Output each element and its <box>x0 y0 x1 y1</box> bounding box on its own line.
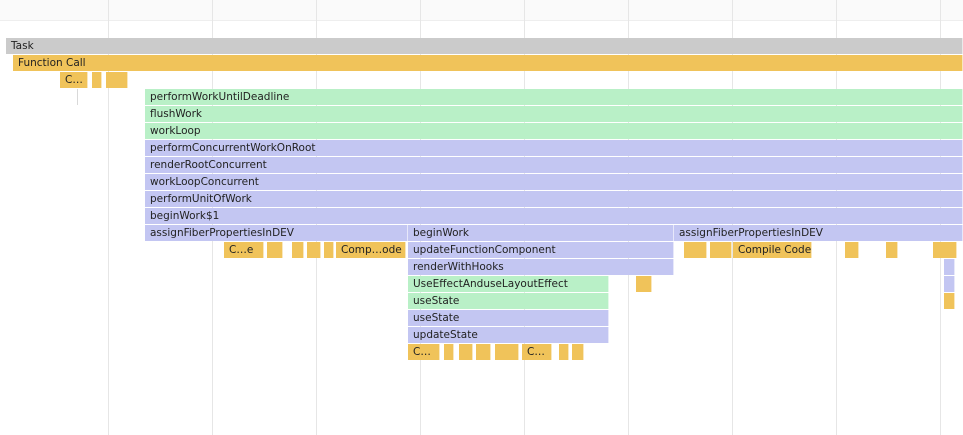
flame-entry-assignfiberpropertiesindev[interactable]: assignFiberPropertiesInDEV <box>674 225 963 241</box>
flame-entry[interactable] <box>845 242 859 258</box>
flame-entry-performunitofwork[interactable]: performUnitOfWork <box>145 191 963 207</box>
flame-entry[interactable] <box>495 344 519 360</box>
flame-entry-c-e[interactable]: C…e <box>224 242 264 258</box>
flame-entry[interactable] <box>636 276 652 292</box>
flame-entry-workloopconcurrent[interactable]: workLoopConcurrent <box>145 174 963 190</box>
flame-entry[interactable] <box>944 293 955 309</box>
flame-entry-useeffectanduselayouteffect[interactable]: UseEffectAnduseLayoutEffect <box>408 276 609 292</box>
flame-entry-flushwork[interactable]: flushWork <box>145 106 963 122</box>
flame-entry[interactable] <box>92 72 102 88</box>
flame-entry[interactable] <box>444 344 454 360</box>
flame-entry-c[interactable]: C… <box>522 344 552 360</box>
flame-entry-renderrootconcurrent[interactable]: renderRootConcurrent <box>145 157 963 173</box>
flame-entry[interactable] <box>267 242 283 258</box>
grid-line <box>108 0 109 435</box>
flame-entry[interactable] <box>106 72 128 88</box>
flame-entry[interactable] <box>944 259 955 275</box>
flame-entry[interactable] <box>886 242 898 258</box>
flame-entry-performworkuntildeadline[interactable]: performWorkUntilDeadline <box>145 89 963 105</box>
flame-entry[interactable] <box>292 242 304 258</box>
flame-entry-renderwithhooks[interactable]: renderWithHooks <box>408 259 674 275</box>
timeline-ruler <box>0 0 963 21</box>
flame-entry[interactable] <box>944 276 955 292</box>
flame-entry-function-call[interactable]: Function Call <box>13 55 963 71</box>
flame-entry-updatefunctioncomponent[interactable]: updateFunctionComponent <box>408 242 674 258</box>
flame-entry-task[interactable]: Task <box>6 38 963 54</box>
flame-entry-beginwork-1[interactable]: beginWork$1 <box>145 208 963 224</box>
flame-entry[interactable] <box>684 242 707 258</box>
flame-entry[interactable] <box>710 242 732 258</box>
flame-entry-updatestate[interactable]: updateState <box>408 327 609 343</box>
flame-entry[interactable] <box>324 242 334 258</box>
flame-entry-assignfiberpropertiesindev[interactable]: assignFiberPropertiesInDEV <box>145 225 408 241</box>
flame-entry-compile-code[interactable]: Compile Code <box>733 242 812 258</box>
flame-entry-usestate[interactable]: useState <box>408 293 609 309</box>
flame-entry[interactable] <box>476 344 491 360</box>
flame-entry-performconcurrentworkonroot[interactable]: performConcurrentWorkOnRoot <box>145 140 963 156</box>
thin-call-marker <box>77 89 78 105</box>
flame-entry[interactable] <box>559 344 569 360</box>
flame-entry-workloop[interactable]: workLoop <box>145 123 963 139</box>
flame-entry[interactable] <box>307 242 321 258</box>
flame-entry-beginwork[interactable]: beginWork <box>408 225 674 241</box>
flame-entry-comp-ode[interactable]: Comp…ode <box>336 242 406 258</box>
flame-entry-c[interactable]: C… <box>60 72 88 88</box>
flame-entry-usestate[interactable]: useState <box>408 310 609 326</box>
flame-entry[interactable] <box>459 344 473 360</box>
flame-entry-c[interactable]: C… <box>408 344 440 360</box>
flame-entry[interactable] <box>572 344 584 360</box>
flame-entry[interactable] <box>933 242 957 258</box>
